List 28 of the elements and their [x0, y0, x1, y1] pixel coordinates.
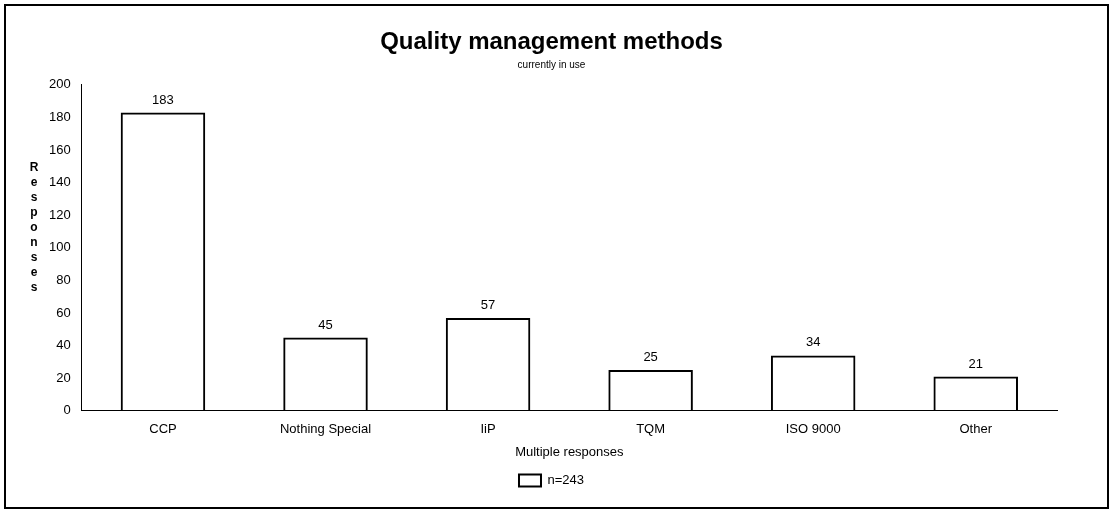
- y-tick-label: 20: [56, 369, 71, 385]
- text: Responses: [29, 160, 39, 295]
- data-label: 21: [968, 355, 983, 371]
- y-tick-label: 140: [48, 174, 71, 190]
- x-tick-label: TQM: [636, 421, 666, 437]
- data-label: 34: [805, 334, 821, 350]
- x-tick-label: Other: [959, 421, 993, 437]
- data-label: 25: [643, 349, 658, 365]
- data-label: 183: [152, 91, 174, 107]
- y-tick-label: 60: [56, 304, 71, 320]
- y-tick-label: 80: [56, 271, 71, 287]
- legend-label: n=243: [547, 472, 585, 488]
- y-tick-label: 160: [48, 141, 71, 157]
- x-tick-label: CCP: [149, 421, 177, 437]
- y-tick-label: 100: [48, 239, 71, 255]
- x-tick-label: Nothing Special: [279, 421, 372, 437]
- x-tick-label: IiP: [480, 421, 496, 437]
- data-label: 45: [318, 316, 333, 332]
- chart-title: Quality management methods: [380, 27, 723, 55]
- x-tick-label: ISO 9000: [785, 421, 841, 437]
- data-label: 57: [480, 296, 496, 312]
- y-tick-label: 200: [48, 76, 71, 92]
- chart-subtitle: currently in use: [517, 58, 586, 70]
- y-tick-label: 0: [63, 402, 71, 418]
- y-tick-label: 180: [48, 108, 71, 124]
- y-tick-label: 40: [56, 337, 71, 353]
- x-axis-title: Multiple responses: [515, 443, 625, 459]
- y-tick-label: 120: [48, 206, 71, 222]
